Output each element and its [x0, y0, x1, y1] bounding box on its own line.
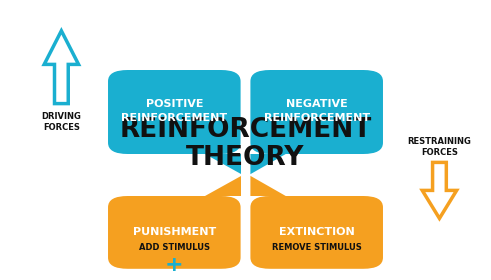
- Text: THEORY: THEORY: [186, 145, 305, 171]
- FancyBboxPatch shape: [108, 196, 241, 269]
- Text: REMOVE STIMULUS: REMOVE STIMULUS: [272, 243, 361, 252]
- Polygon shape: [205, 154, 241, 174]
- Text: +: +: [165, 255, 184, 275]
- Polygon shape: [250, 154, 286, 174]
- Text: POSITIVE
REINFORCEMENT: POSITIVE REINFORCEMENT: [121, 99, 227, 123]
- Polygon shape: [205, 176, 241, 196]
- Text: RESTRAINING
FORCES: RESTRAINING FORCES: [408, 137, 471, 157]
- Text: ADD STIMULUS: ADD STIMULUS: [139, 243, 210, 252]
- Text: EXTINCTION: EXTINCTION: [279, 227, 355, 237]
- Polygon shape: [250, 176, 286, 196]
- FancyBboxPatch shape: [250, 70, 383, 154]
- Text: PUNISHMENT: PUNISHMENT: [133, 227, 216, 237]
- Text: NEGATIVE
REINFORCEMENT: NEGATIVE REINFORCEMENT: [264, 99, 370, 123]
- Text: –: –: [311, 255, 322, 275]
- Text: DRIVING
FORCES: DRIVING FORCES: [41, 112, 82, 132]
- Text: REINFORCEMENT: REINFORCEMENT: [119, 117, 372, 143]
- FancyBboxPatch shape: [108, 70, 241, 154]
- FancyBboxPatch shape: [250, 196, 383, 269]
